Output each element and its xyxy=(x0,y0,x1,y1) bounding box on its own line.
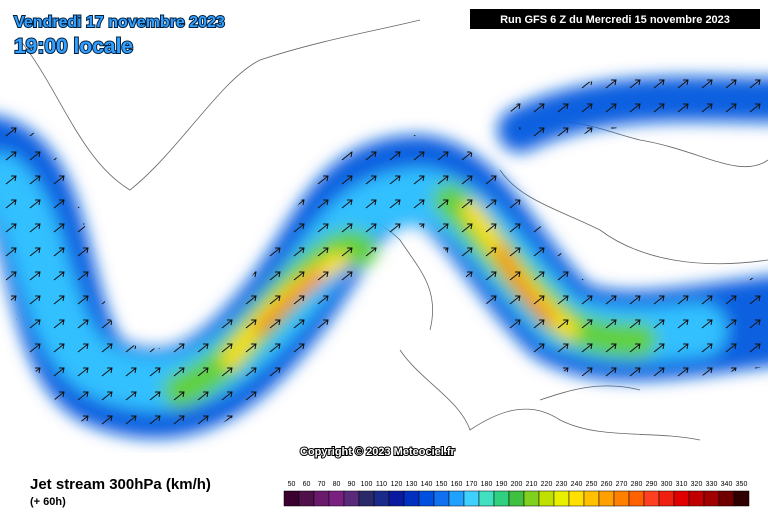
legend-swatch xyxy=(508,490,525,507)
legend-label: 150 xyxy=(436,481,448,488)
legend-label: 80 xyxy=(333,481,341,488)
legend-swatch xyxy=(463,490,480,507)
legend-label: 210 xyxy=(526,481,538,488)
legend-swatch xyxy=(343,490,360,507)
legend-label: 140 xyxy=(421,481,433,488)
wind-arrows xyxy=(0,0,768,470)
legend-swatch xyxy=(628,490,645,507)
legend-swatch xyxy=(688,490,705,507)
legend-label: 90 xyxy=(348,481,356,488)
legend-label: 280 xyxy=(631,481,643,488)
legend-label: 50 xyxy=(288,481,296,488)
legend-swatch xyxy=(553,490,570,507)
local-time: 19:00 locale xyxy=(14,35,133,58)
legend-swatch xyxy=(478,490,495,507)
legend-label: 240 xyxy=(571,481,583,488)
legend-swatch xyxy=(733,490,750,507)
legend-label: 110 xyxy=(376,481,387,488)
legend-swatch xyxy=(568,490,585,507)
legend-swatch xyxy=(328,490,345,507)
legend-swatch xyxy=(433,490,450,507)
legend-label: 310 xyxy=(676,481,688,488)
legend-label: 250 xyxy=(586,481,598,488)
legend-label: 340 xyxy=(721,481,733,488)
legend-label: 60 xyxy=(303,481,311,488)
legend-label: 180 xyxy=(481,481,493,488)
legend-label: 220 xyxy=(541,481,553,488)
legend-swatch xyxy=(523,490,540,507)
legend-label: 230 xyxy=(556,481,568,488)
valid-date: Vendredi 17 novembre 2023 xyxy=(14,14,225,31)
run-info: Run GFS 6 Z du Mercredi 15 novembre 2023 xyxy=(500,14,730,26)
legend-label: 290 xyxy=(646,481,658,488)
legend-swatch xyxy=(448,490,465,507)
legend-swatch xyxy=(373,490,390,507)
legend-label: 200 xyxy=(511,481,523,488)
legend-swatch xyxy=(658,490,675,507)
run-box xyxy=(470,9,760,29)
legend-label: 260 xyxy=(601,481,613,488)
legend-swatch xyxy=(583,490,600,507)
legend-swatch xyxy=(673,490,690,507)
legend-label: 120 xyxy=(391,481,403,488)
legend-label: 160 xyxy=(451,481,463,488)
legend-label: 130 xyxy=(406,481,418,488)
legend-swatch xyxy=(598,490,615,507)
lead-time: (+ 60h) xyxy=(30,496,66,508)
legend-label: 70 xyxy=(318,481,326,488)
copyright: Copyright © 2023 Meteociel.fr xyxy=(300,446,456,458)
legend-label: 170 xyxy=(466,481,478,488)
legend-swatch xyxy=(538,490,555,507)
legend-label: 100 xyxy=(361,481,373,488)
legend-swatch xyxy=(298,490,315,507)
legend-swatch xyxy=(703,490,720,507)
legend-label: 300 xyxy=(661,481,673,488)
legend-swatch xyxy=(493,490,510,507)
legend-label: 320 xyxy=(691,481,703,488)
legend-label: 330 xyxy=(706,481,718,488)
legend-swatch xyxy=(418,490,435,507)
legend-swatch xyxy=(718,490,735,507)
legend-swatch xyxy=(283,490,300,507)
legend-swatch xyxy=(613,490,630,507)
legend-swatch xyxy=(643,490,660,507)
legend-label: 270 xyxy=(616,481,628,488)
legend-label: 350 xyxy=(736,481,748,488)
legend: 50 60 70 80 90 100 110 120 130 140 150 160 170 180 190… xyxy=(283,481,750,507)
legend-swatch xyxy=(358,490,375,507)
legend-swatch xyxy=(313,490,330,507)
legend-label: 190 xyxy=(496,481,508,488)
legend-swatch xyxy=(388,490,405,507)
footer-title: Jet stream 300hPa (km/h) xyxy=(30,476,211,493)
legend-swatch xyxy=(403,490,420,507)
